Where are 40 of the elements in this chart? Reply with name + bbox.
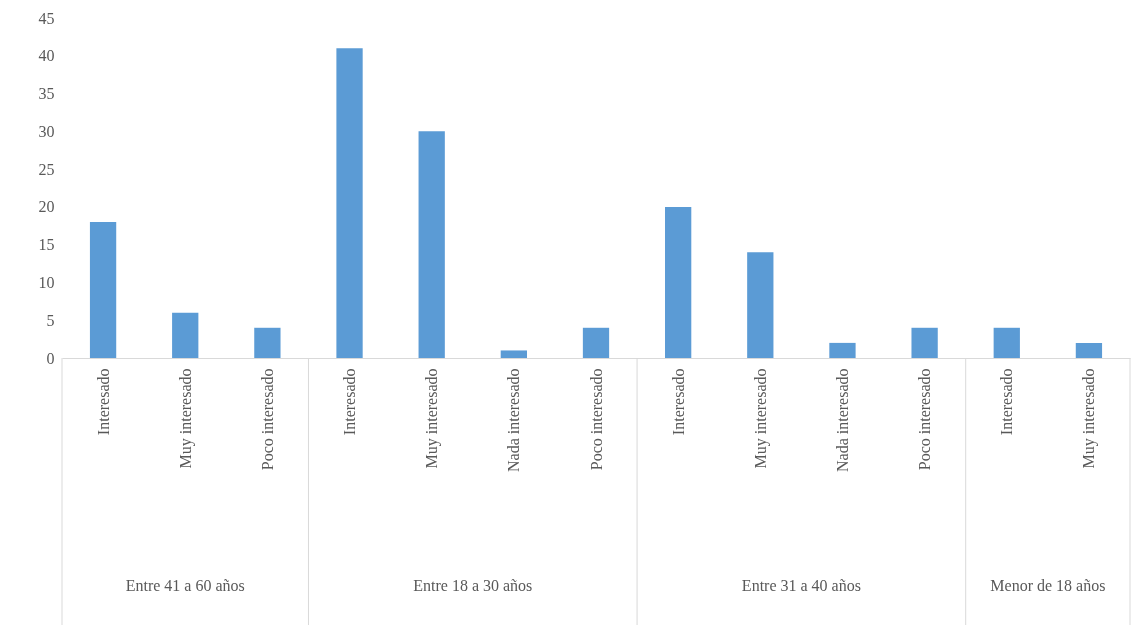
- x-tick-label: Interesado: [94, 368, 112, 436]
- y-tick-label: 15: [38, 236, 55, 254]
- x-tick-label: Interesado: [669, 368, 687, 436]
- x-tick-label: Poco interesado: [258, 368, 276, 471]
- bar: [665, 206, 692, 358]
- y-tick-label: 30: [38, 122, 55, 140]
- bar: [254, 327, 281, 358]
- bar: [747, 252, 774, 358]
- x-tick-label: Poco interesado: [916, 368, 934, 471]
- x-tick-label: Interesado: [998, 368, 1016, 436]
- y-tick-label: 0: [46, 349, 55, 367]
- x-tick-label: Muy interesado: [176, 368, 195, 469]
- bar: [336, 48, 363, 358]
- x-tick-label: Nada interesado: [505, 368, 523, 473]
- y-tick-label: 10: [38, 273, 55, 291]
- bar: [418, 131, 445, 358]
- bar: [911, 327, 938, 358]
- y-tick-label: 45: [38, 9, 55, 27]
- bar: [89, 222, 117, 358]
- text: Menor de 18 años: [990, 577, 1106, 594]
- y-tick-label: 35: [38, 85, 55, 103]
- y-tick-label: 20: [38, 198, 55, 216]
- text: Entre 18 a 30 años: [413, 577, 533, 594]
- x-tick-label: Muy interesado: [423, 368, 442, 469]
- y-tick-label: 25: [38, 160, 55, 178]
- bar: [172, 312, 199, 358]
- y-tick-label: 5: [46, 311, 55, 329]
- bar: [993, 327, 1020, 358]
- bar: [582, 327, 610, 358]
- text: Entre 41 a 60 años: [125, 577, 245, 594]
- x-tick-label: Muy interesado: [751, 368, 770, 469]
- bar: [1075, 342, 1103, 358]
- x-tick-label: Poco interesado: [587, 368, 605, 471]
- bar: [500, 350, 527, 358]
- bar: [829, 342, 856, 358]
- y-tick-label: 40: [38, 47, 55, 65]
- text: Entre 31 a 40 años: [741, 577, 861, 594]
- x-tick-label: Muy interesado: [1080, 368, 1099, 469]
- x-tick-label: Nada interesado: [833, 368, 851, 473]
- x-tick-label: Interesado: [341, 368, 359, 436]
